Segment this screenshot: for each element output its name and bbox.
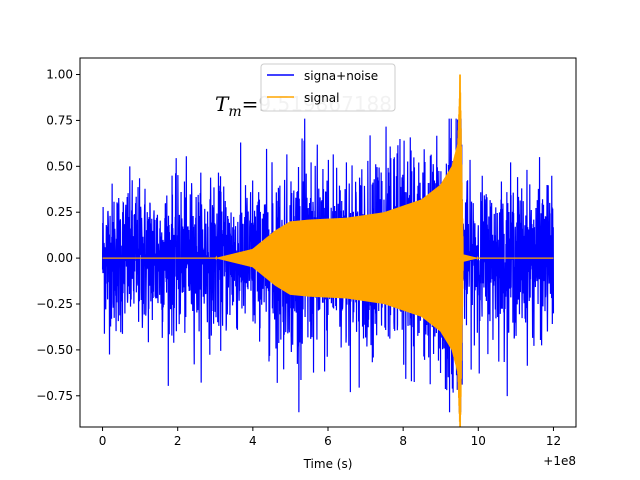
x-tick-label: 4 <box>249 434 257 448</box>
y-tick-label: −0.25 <box>36 297 73 311</box>
tm-equals: = <box>242 92 259 116</box>
tm-subscript: m <box>228 104 241 120</box>
x-tick-label: 6 <box>324 434 332 448</box>
x-tick-label: 0 <box>99 434 107 448</box>
series-line-signal <box>102 74 554 427</box>
series-line-signa-noise <box>101 117 555 413</box>
x-axis-offset-label: +1e8 <box>543 454 576 468</box>
y-tick-label: 1.00 <box>46 68 73 82</box>
x-tick-label: 2 <box>174 434 182 448</box>
x-tick-label: 12 <box>546 434 561 448</box>
y-tick-label: −0.50 <box>36 343 73 357</box>
y-axis: −0.75 −0.50 −0.25 0.00 0.25 0.50 0.75 1.00 <box>36 68 80 403</box>
x-axis: 0 2 4 6 8 10 12 <box>99 427 561 448</box>
tm-symbol: T <box>215 92 230 116</box>
signal-merger-peak <box>458 74 463 398</box>
y-tick-label: −0.75 <box>36 389 73 403</box>
y-tick-label: 0.00 <box>46 251 73 265</box>
legend-box <box>260 63 396 112</box>
legend-label-signal: signal <box>304 91 340 105</box>
x-tick-label: 8 <box>399 434 407 448</box>
series-layer <box>101 74 555 427</box>
x-tick-label: 10 <box>471 434 486 448</box>
y-tick-label: 0.25 <box>46 205 73 219</box>
legend-label-noise: signa+noise <box>304 69 378 83</box>
y-tick-label: 0.75 <box>46 113 73 127</box>
legend: signa+noise signal <box>260 63 396 112</box>
x-axis-label: Time (s) <box>303 457 353 471</box>
y-tick-label: 0.50 <box>46 159 73 173</box>
